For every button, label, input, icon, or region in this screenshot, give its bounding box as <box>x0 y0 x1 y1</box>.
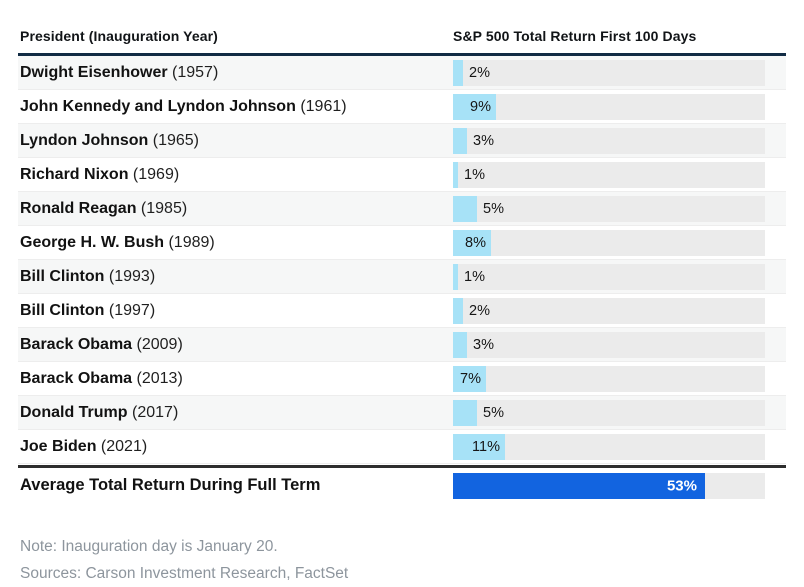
bar-track: 5% <box>453 399 765 426</box>
return-bar <box>453 433 505 460</box>
bar-track: 5% <box>453 195 765 222</box>
return-bar <box>453 263 458 290</box>
percent-label: 7% <box>460 370 481 387</box>
percent-label: 1% <box>464 268 485 285</box>
bar-track: 1% <box>453 263 765 290</box>
president-name: Lyndon Johnson <box>20 131 149 149</box>
return-bar <box>453 297 463 324</box>
table-row: Barack Obama (2013) 7% <box>18 362 786 396</box>
president-label: Dwight Eisenhower (1957) <box>18 64 453 82</box>
table-header-row: President (Inauguration Year) S&P 500 To… <box>18 18 786 56</box>
table-row: Donald Trump (2017) 5% <box>18 396 786 430</box>
bar-track: 53% <box>453 472 765 499</box>
table-row: Barack Obama (2009) 3% <box>18 328 786 362</box>
percent-label: 5% <box>483 404 504 421</box>
percent-label: 9% <box>470 98 491 115</box>
bar-track: 2% <box>453 297 765 324</box>
table-row: Lyndon Johnson (1965) 3% <box>18 124 786 158</box>
column-header-president: President (Inauguration Year) <box>20 28 218 44</box>
chart-table: President (Inauguration Year) S&P 500 To… <box>18 18 786 587</box>
percent-label: 3% <box>473 132 494 149</box>
return-bar <box>453 365 486 392</box>
note-text: Note: Inauguration day is January 20. <box>20 538 278 555</box>
president-name: Donald Trump <box>20 403 128 421</box>
president-label: George H. W. Bush (1989) <box>18 234 453 252</box>
column-header-return: S&P 500 Total Return First 100 Days <box>453 28 697 44</box>
average-return-bar <box>453 472 705 499</box>
president-label: Richard Nixon (1969) <box>18 166 453 184</box>
footer-notes: Note: Inauguration day is January 20. So… <box>18 533 786 587</box>
president-name: John Kennedy and Lyndon Johnson <box>20 97 296 115</box>
bar-track: 8% <box>453 229 765 256</box>
table-row: Dwight Eisenhower (1957) 2% <box>18 56 786 90</box>
return-bar <box>453 59 463 86</box>
inauguration-year: (1961) <box>300 97 347 115</box>
average-label: Average Total Return During Full Term <box>20 476 321 494</box>
percent-label: 8% <box>465 234 486 251</box>
table-row: Ronald Reagan (1985) 5% <box>18 192 786 226</box>
bar-track: 1% <box>453 161 765 188</box>
inauguration-year: (1957) <box>172 63 219 81</box>
bar-track: 2% <box>453 59 765 86</box>
bar-track: 3% <box>453 127 765 154</box>
table-row: George H. W. Bush (1989) 8% <box>18 226 786 260</box>
table-row: Bill Clinton (1993) 1% <box>18 260 786 294</box>
average-percent-label: 53% <box>666 477 697 494</box>
percent-label: 2% <box>469 302 490 319</box>
percent-label: 1% <box>464 166 485 183</box>
president-label: Barack Obama (2009) <box>18 336 453 354</box>
inauguration-year: (2017) <box>132 403 179 421</box>
president-name: Bill Clinton <box>20 267 105 285</box>
president-label: Ronald Reagan (1985) <box>18 200 453 218</box>
percent-label: 2% <box>469 64 490 81</box>
return-bar <box>453 161 458 188</box>
president-label: Lyndon Johnson (1965) <box>18 132 453 150</box>
inauguration-year: (1997) <box>108 301 156 319</box>
inauguration-year: (2009) <box>136 335 183 353</box>
president-label: Bill Clinton (1993) <box>18 268 453 286</box>
president-name: George H. W. Bush <box>20 233 165 251</box>
sources-text: Sources: Carson Investment Research, Fac… <box>20 565 349 582</box>
president-name: Joe Biden <box>20 437 97 455</box>
president-name: Richard Nixon <box>20 165 129 183</box>
table-row: Joe Biden (2021) 11% <box>18 430 786 464</box>
inauguration-year: (1985) <box>140 199 188 217</box>
bar-track: 3% <box>453 331 765 358</box>
return-bar <box>453 331 467 358</box>
president-name: Dwight Eisenhower <box>20 63 168 81</box>
president-label: Joe Biden (2021) <box>18 438 453 456</box>
bar-track: 11% <box>453 433 765 460</box>
table-row: John Kennedy and Lyndon Johnson (1961) 9… <box>18 90 786 124</box>
return-bar <box>453 127 467 154</box>
president-name: Barack Obama <box>20 335 133 353</box>
president-label: Barack Obama (2013) <box>18 370 453 388</box>
inauguration-year: (1993) <box>108 267 156 285</box>
bar-track: 9% <box>453 93 765 120</box>
return-bar <box>453 93 496 120</box>
average-row: Average Total Return During Full Term 53… <box>18 465 786 503</box>
president-name: Bill Clinton <box>20 301 105 319</box>
inauguration-year: (2021) <box>100 437 148 455</box>
percent-label: 11% <box>472 438 500 455</box>
inauguration-year: (1969) <box>132 165 180 183</box>
president-name: Ronald Reagan <box>20 199 137 217</box>
percent-label: 3% <box>473 336 494 353</box>
president-name: Barack Obama <box>20 369 133 387</box>
table-row: Richard Nixon (1969) 1% <box>18 158 786 192</box>
table-row: Bill Clinton (1997) 2% <box>18 294 786 328</box>
president-label: John Kennedy and Lyndon Johnson (1961) <box>18 98 453 116</box>
president-label: Bill Clinton (1997) <box>18 302 453 320</box>
inauguration-year: (2013) <box>136 369 183 387</box>
inauguration-year: (1965) <box>152 131 199 149</box>
inauguration-year: (1989) <box>168 233 215 251</box>
return-bar <box>453 195 477 222</box>
return-bar <box>453 399 477 426</box>
bar-track: 7% <box>453 365 765 392</box>
return-bar <box>453 229 491 256</box>
percent-label: 5% <box>483 200 504 217</box>
president-label: Donald Trump (2017) <box>18 404 453 422</box>
